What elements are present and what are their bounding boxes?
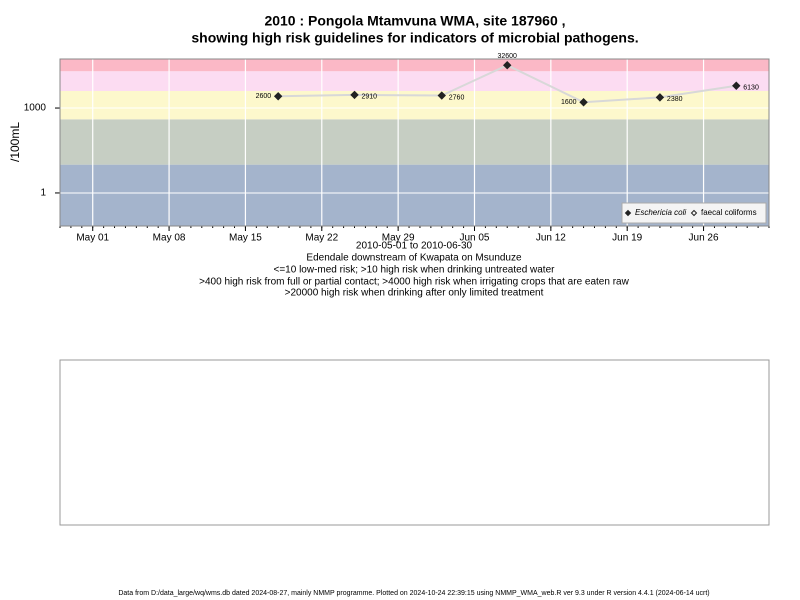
x-tick-label: Jun 05: [459, 233, 489, 244]
data-point: [503, 60, 512, 70]
risk-band: [60, 59, 769, 72]
y-tick-label: 1: [40, 188, 46, 199]
data-point: [437, 91, 446, 100]
legend-label: Eschericia coli: [635, 208, 686, 217]
data-label: 6130: [743, 85, 759, 92]
data-point: [732, 81, 741, 90]
chart-title: 2010 : Pongola Mtamvuna WMA, site 187960…: [264, 13, 565, 29]
plot-frame: [59, 58, 770, 227]
y-tick-label: 1000: [24, 103, 47, 114]
subtitle: Edendale downstream of Kwapata on Msundu…: [306, 253, 522, 264]
risk-band: [60, 71, 769, 91]
risk-band: [60, 119, 769, 165]
chart-title: showing high risk guidelines for indicat…: [191, 30, 638, 46]
data-point: [579, 98, 588, 107]
data-label: 2600: [256, 93, 272, 100]
y-axis-label: /100mL: [8, 122, 22, 162]
data-label: 2380: [667, 96, 683, 103]
data-label: 2760: [449, 94, 465, 101]
x-axis-label: 2010-05-01 to 2010-06-30: [356, 241, 473, 252]
footer: Data from D:/data_large/wq/wms.db dated …: [118, 590, 709, 597]
data-point: [350, 90, 359, 100]
empty-panel: [59, 359, 770, 526]
legend-box: [621, 202, 767, 224]
x-tick-label: Jun 19: [612, 233, 642, 244]
legend-symbol: [690, 209, 698, 217]
subtitle: <=10 low-med risk; >10 high risk when dr…: [274, 265, 556, 276]
x-tick-label: Jun 26: [689, 233, 719, 244]
x-tick-label: May 29: [382, 233, 415, 244]
data-label: 32600: [497, 53, 517, 60]
subtitle: >20000 high risk when drinking after onl…: [285, 288, 544, 299]
data-point: [273, 92, 283, 101]
x-tick-label: May 22: [305, 233, 338, 244]
x-tick-label: Jun 12: [536, 233, 566, 244]
legend-label: faecal coliforms: [701, 208, 757, 217]
x-tick-label: May 08: [153, 233, 186, 244]
data-label: 2910: [362, 94, 378, 101]
x-tick-label: May 01: [76, 233, 109, 244]
data-label: 1600: [561, 99, 577, 106]
legend-symbol: [624, 209, 632, 217]
data-point: [655, 93, 665, 102]
x-tick-label: May 15: [229, 233, 262, 244]
subtitle: >400 high risk from full or partial cont…: [199, 277, 629, 288]
